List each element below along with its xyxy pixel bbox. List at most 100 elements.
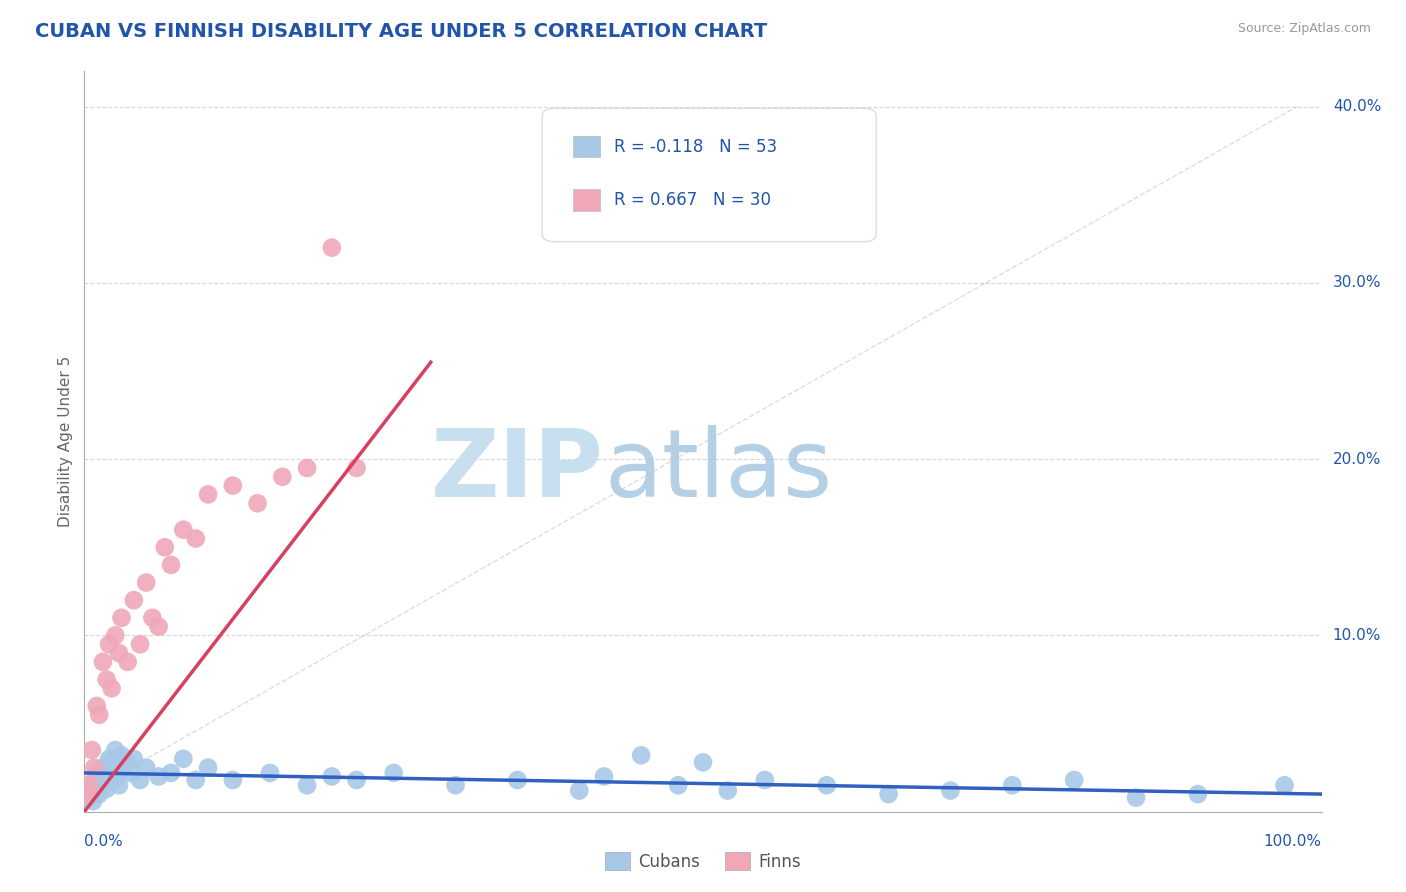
Point bbox=[104, 743, 127, 757]
Point bbox=[815, 778, 838, 792]
Point bbox=[93, 772, 115, 787]
Point bbox=[184, 772, 207, 787]
Point bbox=[148, 769, 170, 783]
Point bbox=[153, 541, 176, 555]
Point bbox=[259, 766, 281, 780]
Point bbox=[754, 772, 776, 787]
Point bbox=[86, 778, 108, 792]
Point bbox=[117, 655, 139, 669]
Point bbox=[1063, 772, 1085, 787]
Point bbox=[100, 756, 122, 770]
Point bbox=[89, 707, 111, 722]
Point bbox=[172, 523, 194, 537]
Point bbox=[96, 781, 118, 796]
Point bbox=[246, 496, 269, 510]
Text: 100.0%: 100.0% bbox=[1264, 834, 1322, 849]
Point bbox=[86, 698, 108, 713]
FancyBboxPatch shape bbox=[574, 136, 600, 157]
Text: 0.0%: 0.0% bbox=[84, 834, 124, 849]
Point bbox=[346, 772, 368, 787]
Point bbox=[1125, 790, 1147, 805]
Text: CUBAN VS FINNISH DISABILITY AGE UNDER 5 CORRELATION CHART: CUBAN VS FINNISH DISABILITY AGE UNDER 5 … bbox=[35, 22, 768, 41]
Point bbox=[83, 761, 105, 775]
Point bbox=[1001, 778, 1024, 792]
Point bbox=[83, 772, 105, 787]
Point bbox=[89, 769, 111, 783]
Point bbox=[692, 756, 714, 770]
Point bbox=[79, 778, 101, 792]
Text: atlas: atlas bbox=[605, 425, 832, 517]
Point bbox=[80, 743, 103, 757]
Point bbox=[110, 748, 132, 763]
Point bbox=[101, 772, 124, 787]
Point bbox=[135, 761, 157, 775]
Text: 40.0%: 40.0% bbox=[1333, 99, 1381, 114]
Point bbox=[129, 637, 152, 651]
Point bbox=[593, 769, 616, 783]
Point bbox=[96, 673, 118, 687]
Point bbox=[122, 593, 145, 607]
Point bbox=[506, 772, 529, 787]
Text: R = 0.667   N = 30: R = 0.667 N = 30 bbox=[614, 191, 770, 209]
Point bbox=[117, 756, 139, 770]
Point bbox=[82, 794, 104, 808]
Text: 20.0%: 20.0% bbox=[1333, 451, 1381, 467]
Point bbox=[160, 558, 183, 572]
Point bbox=[1274, 778, 1296, 792]
Point bbox=[939, 783, 962, 797]
Point bbox=[108, 778, 131, 792]
Point bbox=[271, 470, 294, 484]
Legend: Cubans, Finns: Cubans, Finns bbox=[598, 846, 808, 878]
Point bbox=[197, 487, 219, 501]
Point bbox=[86, 766, 108, 780]
Text: 30.0%: 30.0% bbox=[1333, 276, 1381, 291]
Point bbox=[717, 783, 740, 797]
Point bbox=[197, 761, 219, 775]
Point bbox=[295, 778, 318, 792]
Point bbox=[321, 769, 343, 783]
Point bbox=[141, 611, 163, 625]
Point bbox=[382, 766, 405, 780]
Point bbox=[129, 772, 152, 787]
Point bbox=[160, 766, 183, 780]
Point bbox=[104, 628, 127, 642]
Text: Source: ZipAtlas.com: Source: ZipAtlas.com bbox=[1237, 22, 1371, 36]
Point bbox=[172, 752, 194, 766]
Point bbox=[346, 461, 368, 475]
Point bbox=[110, 611, 132, 625]
Point bbox=[98, 752, 121, 766]
Text: 10.0%: 10.0% bbox=[1333, 628, 1381, 643]
Point bbox=[184, 532, 207, 546]
Point bbox=[76, 787, 98, 801]
Point bbox=[120, 766, 142, 780]
Point bbox=[666, 778, 689, 792]
Point bbox=[98, 637, 121, 651]
Text: R = -0.118   N = 53: R = -0.118 N = 53 bbox=[614, 137, 778, 156]
Point bbox=[222, 772, 245, 787]
Point bbox=[91, 761, 114, 775]
Point bbox=[1187, 787, 1209, 801]
Point bbox=[222, 478, 245, 492]
Point bbox=[135, 575, 157, 590]
Point bbox=[568, 783, 591, 797]
Point bbox=[321, 241, 343, 255]
Point bbox=[112, 761, 135, 775]
Point bbox=[148, 619, 170, 633]
Point bbox=[108, 646, 131, 660]
Point bbox=[630, 748, 652, 763]
FancyBboxPatch shape bbox=[543, 109, 876, 242]
Text: ZIP: ZIP bbox=[432, 425, 605, 517]
Point bbox=[98, 766, 121, 780]
Point bbox=[89, 787, 111, 801]
Point bbox=[295, 461, 318, 475]
Point bbox=[107, 769, 129, 783]
Point bbox=[444, 778, 467, 792]
Point bbox=[91, 655, 114, 669]
Point bbox=[79, 783, 101, 797]
Point bbox=[100, 681, 122, 696]
Point bbox=[877, 787, 900, 801]
Point bbox=[77, 790, 100, 805]
Point bbox=[122, 752, 145, 766]
FancyBboxPatch shape bbox=[574, 189, 600, 211]
Y-axis label: Disability Age Under 5: Disability Age Under 5 bbox=[58, 356, 73, 527]
